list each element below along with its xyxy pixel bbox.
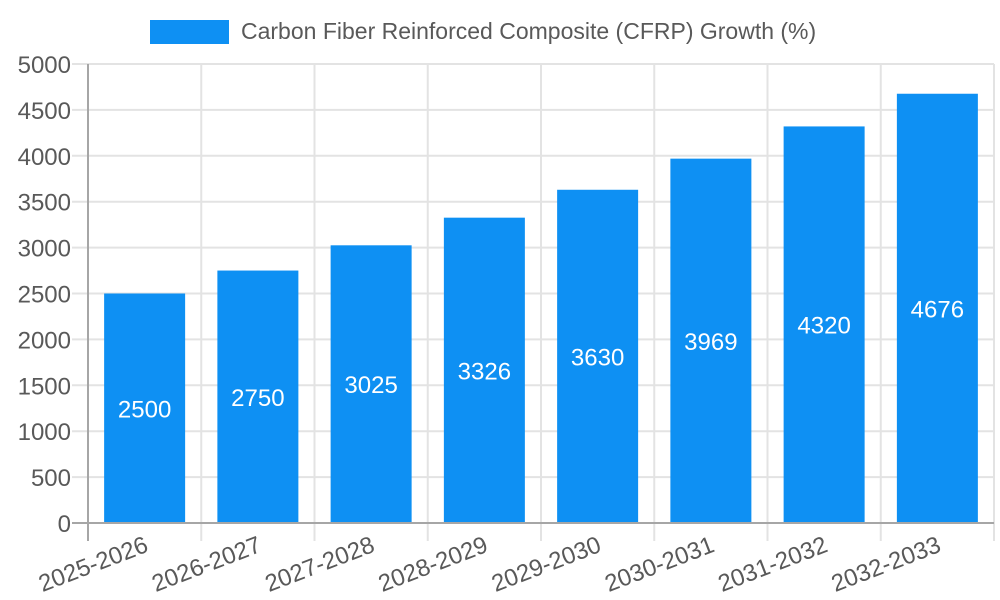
y-tick-label: 3500 (18, 190, 71, 217)
bar-value-label: 3630 (571, 344, 624, 371)
y-tick-label: 3000 (18, 236, 71, 263)
bar[interactable] (443, 217, 525, 523)
bar-value-label: 4676 (911, 296, 964, 323)
bar-value-label: 3025 (344, 372, 397, 399)
bars (104, 93, 978, 524)
legend-label: Carbon Fiber Reinforced Composite (CFRP)… (241, 18, 816, 44)
y-tick-label: 1500 (18, 373, 71, 400)
x-axis-tick-labels: 2025-20262026-20272027-20282028-20292029… (35, 531, 945, 597)
bar[interactable] (783, 126, 865, 523)
bar[interactable] (896, 93, 978, 524)
y-tick-label: 4500 (18, 98, 71, 125)
y-tick-label: 1000 (18, 419, 71, 446)
y-tick-label: 4000 (18, 144, 71, 171)
bar-value-label: 2750 (231, 385, 284, 412)
x-tick-label: 2031-2032 (714, 531, 831, 597)
bar[interactable] (217, 270, 299, 523)
x-tick-label: 2026-2027 (148, 531, 265, 597)
legend-swatch-icon (150, 20, 229, 44)
x-tick-label: 2025-2026 (35, 531, 152, 597)
x-tick-label: 2028-2029 (375, 531, 492, 597)
bar-value-label: 2500 (118, 396, 171, 423)
y-tick-label: 2500 (18, 282, 71, 309)
axes (72, 64, 994, 541)
bar[interactable] (557, 189, 639, 524)
y-tick-label: 500 (31, 465, 71, 492)
x-tick-label: 2032-2033 (828, 531, 945, 597)
bar[interactable] (104, 293, 186, 524)
bar-value-labels: 2500 2750 3025 3326 3630 3969 4320 4676 (118, 296, 964, 423)
y-tick-label: 2000 (18, 327, 71, 354)
x-tick-label: 2030-2031 (601, 531, 718, 597)
x-tick-label: 2029-2030 (488, 531, 605, 597)
legend[interactable]: Carbon Fiber Reinforced Composite (CFRP)… (150, 18, 816, 44)
bar-value-label: 3326 (458, 358, 511, 385)
y-tick-label: 5000 (18, 52, 71, 79)
bar[interactable] (670, 158, 752, 523)
bar[interactable] (330, 245, 412, 523)
y-tick-label: 0 (58, 511, 71, 538)
x-tick-label: 2027-2028 (261, 531, 378, 597)
bar-value-label: 4320 (797, 313, 850, 340)
y-axis-tick-labels: 0 500 1000 1500 2000 2500 3000 3500 4000 4500 5000 (18, 52, 71, 538)
bar-value-label: 3969 (684, 329, 737, 356)
